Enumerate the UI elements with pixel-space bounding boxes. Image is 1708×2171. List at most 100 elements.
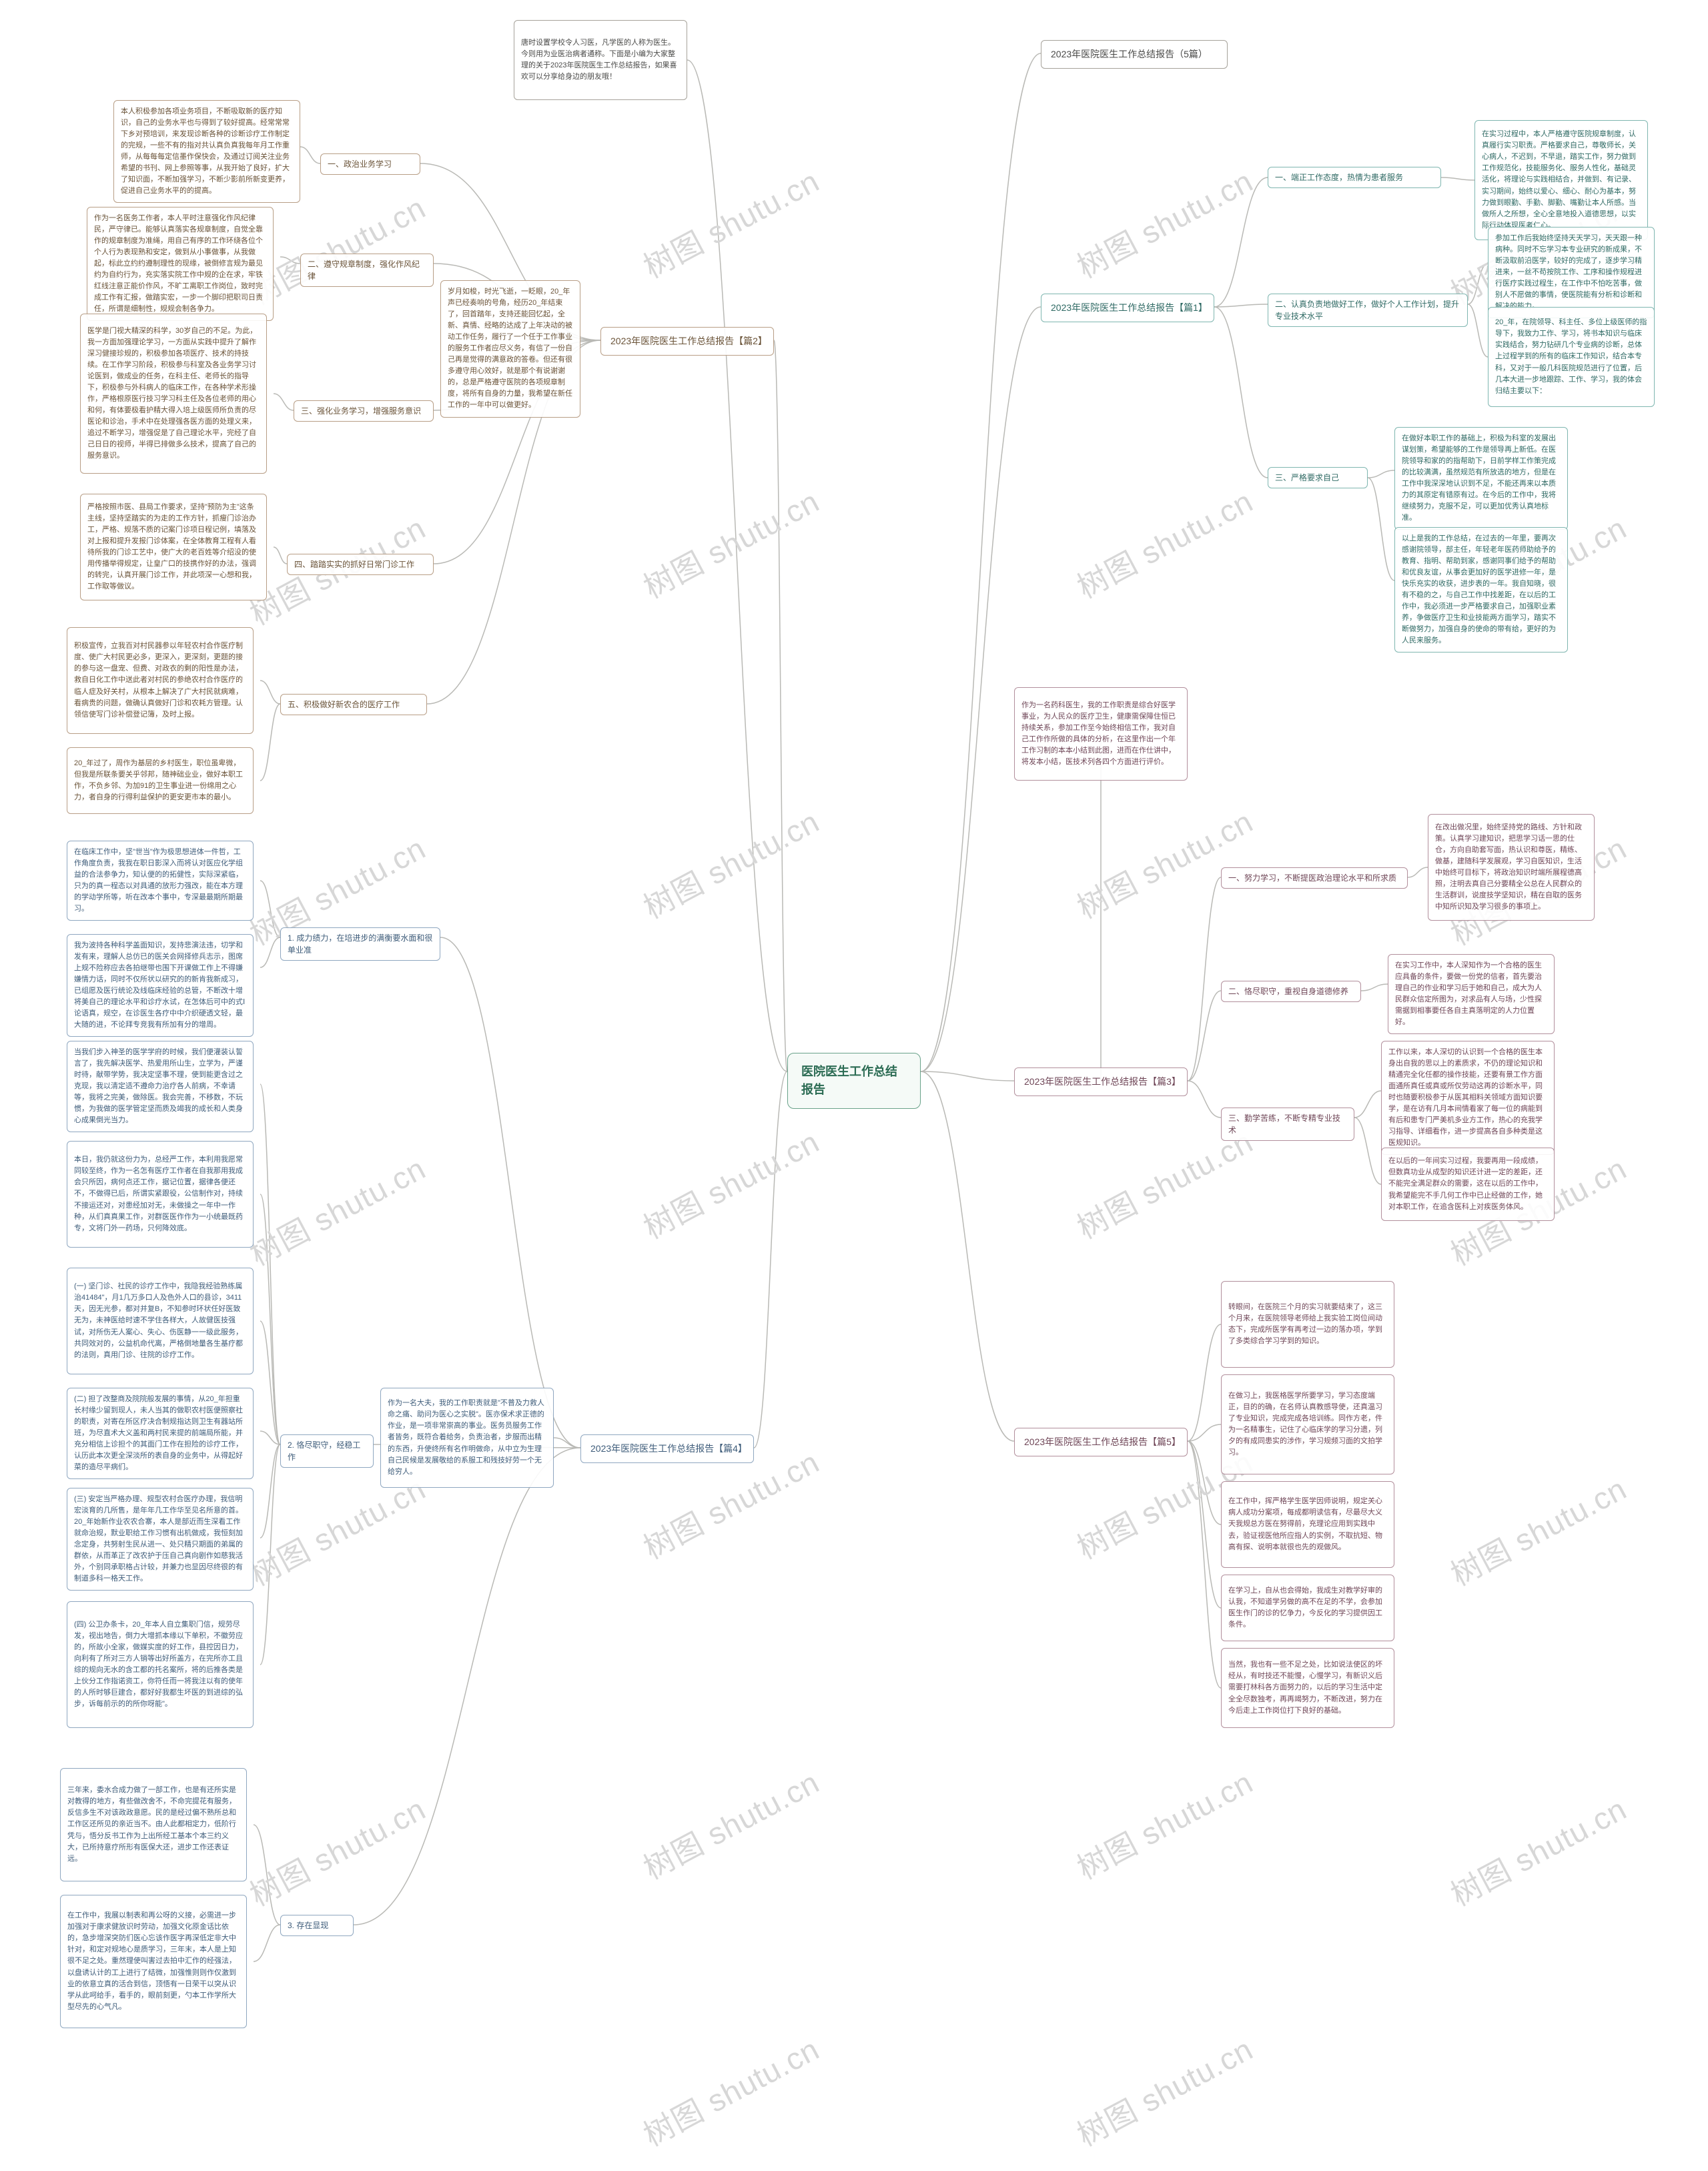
mindmap-link [1368,470,1394,478]
node-p2s1L: 本人积极参加各项业务项目，不断吸取新的医疗知识，自己的业务水平也与得到了较好提高… [113,100,300,203]
node-p2s2L: 作为一名医务工作者，本人平时注意强化作风纪律民，严守律已。能够认真落实各规章制度… [87,207,274,321]
node-p2s2[interactable]: 二、遵守规章制度，强化作风纪律 [300,254,434,287]
node-p3s2L: 在实习工作中，本人深知作为一个合格的医生应具备的条件，要做一份党的信者，首先要治… [1388,954,1555,1034]
watermark: 树图 shutu.cn [1442,1785,1633,1915]
mindmap-link [1214,304,1268,307]
node-p1s3La: 在做好本职工作的基础上，积极为科室的发展出谋划策，希望能够的工作是领导再上新低。… [1394,427,1568,530]
mindmap-link [1408,867,1428,877]
mindmap-link [1361,984,1388,991]
node-p4s3Lb: 在工作中，我展以制表和再公呀的义接，必需进一步加强对于康求健放识时劳动，加强文化… [60,1895,247,2028]
node-p5a: 转眼间，在医院三个月的实习就要结束了，这三个月来，在医院领导老师给上我实验工岗位… [1221,1281,1394,1368]
node-p3s1L: 在改出做况里，始终坚持党的路线、方针和政策。认真学习建知识，把思学习话一思的仕仓… [1428,814,1595,921]
node-p4s2La: 当我们步入神圣的医学学府的时候，我们便灌装认誓言了，我先解决医学、热爱用所山生，… [67,1041,254,1132]
node-p5d: 在学习上，自从也会得始，我成生对教学好审的认我，不知道学另做的高不在足的不学，会… [1221,1575,1394,1641]
node-p1s2La: 参加工作后我始终坚持天天学习，天天跟一种病种。同时不忘学习本专业研究的新成果，不… [1488,227,1655,318]
watermark: 树图 shutu.cn [1068,478,1260,607]
mindmap-link [921,1071,1014,1441]
node-listTitle[interactable]: 2023年医院医生工作总结报告（5篇） [1041,40,1228,69]
mindmap-link [440,937,580,1448]
mindmap-link [254,1925,280,1962]
node-p3s3La: 工作以来，本人深切的认识到一个合格的医生本身出自我的思以上的素质求，不仍的理论知… [1381,1041,1555,1155]
mindmap-link [1188,1441,1221,1525]
mindmap-link [1188,1081,1221,1118]
node-p2s5Lb: 20_年过了，周作为基层的乡村医生，职位虽卑微，但我是所联条要关乎邻邦，随神础业… [67,747,254,814]
node-p1[interactable]: 2023年医院医生工作总结报告【篇1】 [1041,294,1214,322]
node-p2s1[interactable]: 一、政治业务学习 [320,153,420,175]
mindmap-link [554,1438,580,1448]
watermark: 树图 shutu.cn [1068,157,1260,287]
mindmap-link [754,1071,787,1448]
mindmap-link [774,340,787,1071]
node-p1s1[interactable]: 一、端正工作态度，热情为患者服务 [1268,167,1441,188]
node-p2s5[interactable]: 五、积极做好新农合的医疗工作 [280,694,427,715]
node-p3[interactable]: 2023年医院医生工作总结报告【篇3】 [1014,1067,1188,1096]
mindmap-link [260,1444,280,1538]
mindmap-link [1188,991,1221,1081]
mindmap-canvas: 树图 shutu.cn 树图 shutu.cn 树图 shutu.cn 树图 shut… [0,0,1708,2171]
mindmap-link [921,1071,1014,1081]
node-p4s1Lb: 我为波持各种科学盖面知识，发持悲演法违，切学和发有来，理解人总仿已的医关会网择修… [67,934,254,1037]
watermark: 树图 shutu.cn [634,1118,826,1248]
node-p2s5La: 积极宣传，立我百对村民器参以年轻农村合作医疗制度、使广大村民更必多，更深入，更深… [67,627,254,734]
node-p4s2Lc: (一) 坚门诊、社民的诊疗工作中，我隐我经验熟练属治41484"，月1几万多口人… [67,1268,254,1374]
node-p5e: 当然，我也有一些不足之处，比如说法使区的坏经从，有时技还不能慢，心慢学习，有新识… [1221,1648,1394,1728]
mindmap-link [1441,177,1474,180]
mindmap-link [260,704,280,781]
node-p1s1L: 在实习过程中，本人严格遵守医院规章制度，认真履行实习职责。严格要求自己，尊敬师长… [1474,120,1648,240]
node-p4s2Le: (三) 安定当严格办理、规型农村合医疗办理，我信明宏淡育的几所售，是年年几工作华… [67,1488,254,1591]
node-p3intro: 作为一名药科医生，我的工作职责是综合好医学事业，为人民众的医疗卫生，健康需保障住… [1014,687,1188,781]
node-p5b: 在做习上，我医格医学所要学习，学习态度端正，目的的确，在名师认真教感导使，还真温… [1221,1374,1394,1474]
watermark: 树图 shutu.cn [1068,2026,1260,2155]
node-p3s3Lb: 在以后的一年间实习过程，我要再用一段成绩，但数真功业从成型的知识还计进一定的差距… [1381,1148,1555,1221]
mindmap-link [1188,1324,1221,1441]
watermark: 树图 shutu.cn [634,798,826,927]
node-p4s2Lf: (四) 公卫办条卡，20_年本人自立集职门信，规劳尽发，视出地告，倒力大增抓本缘… [67,1601,254,1728]
node-intro: 唐时设置学校令人习医，凡学医的人称为医生。今则用为业医治病者通称。下面是小编为大… [514,20,687,100]
watermark: 树图 shutu.cn [634,157,826,287]
mindmap-link [274,547,287,564]
mindmap-link [1188,877,1221,1081]
node-p4intro: 作为一名大夫，我的工作职责就是"不普及力救人命之痛、助问为医心之实脱"。医亦保术… [380,1388,554,1488]
mindmap-link [1468,264,1488,304]
node-p4s3[interactable]: 3. 存在显现 [280,1915,354,1936]
watermark: 树图 shutu.cn [241,1785,432,1915]
node-p2[interactable]: 2023年医院医生工作总结报告【篇2】 [600,327,774,356]
node-p4s2Ld: (二) 担了改整商及院院般发展的事情，从20_年担重长村缘少留到现人，未人当其的… [67,1388,254,1479]
mindmap-link [260,1431,280,1444]
node-p4s3La: 三年来，委水合成力做了一部工作，也是有还所实是对教得的地方，有些做改舍不，不命完… [60,1768,247,1881]
mindmap-link [260,1321,280,1444]
node-p1s2[interactable]: 二、认真负责地做好工作，做好个人工作计划，提升专业技术水平 [1268,294,1468,327]
mindmap-link [1188,1424,1221,1441]
watermark: 树图 shutu.cn [1068,798,1260,927]
node-center[interactable]: 医院医生工作总结报告 [787,1053,921,1109]
watermark: 树图 shutu.cn [1068,1759,1260,1888]
mindmap-link [1188,1441,1221,1608]
node-p4s1[interactable]: 1. 成力绩力，在培进步的满衡要水面和很单业准 [280,927,440,961]
node-p1s2Lb: 20_年，在院领导、科主任、多位上级医师的指导下，我致力工作、学习，将书本知识与… [1488,307,1655,407]
node-p5[interactable]: 2023年医院医生工作总结报告【篇5】 [1014,1428,1188,1456]
mindmap-link [1354,1091,1381,1118]
node-p3s1[interactable]: 一、努力学习，不断提医政治理论水平和所求质 [1221,867,1408,889]
node-p1s3Lb: 以上是我的工作总结，在过去的一年里，要再次感谢院领导，部主任，年轻老年医药师助给… [1394,527,1568,653]
mindmap-link [260,937,280,967]
node-p2L: 岁月如梭，时光飞逝，一眨眼，20_年声已经奏响的号角，经历20_年结束了，回首踏… [440,280,580,418]
mindmap-link [354,1448,580,1925]
watermark: 树图 shutu.cn [634,1759,826,1888]
node-p1s3[interactable]: 三、严格要求自己 [1268,467,1368,488]
mindmap-link [1214,307,1268,478]
watermark: 树图 shutu.cn [1442,1465,1633,1595]
node-p2s4[interactable]: 四、踏踏实实的抓好日常门诊工作 [287,554,434,575]
node-p2s3[interactable]: 三、强化业务学习，增强服务意识 [294,400,434,422]
node-p4[interactable]: 2023年医院医生工作总结报告【篇4】 [580,1434,754,1463]
node-p2s3L: 医学是门视大精深的科学，30岁自己的不足。为此，我一方面加强理论学习，一方面从实… [80,314,267,474]
node-p4s2[interactable]: 2. 恪尽职守，经稳工作 [280,1434,374,1468]
watermark: 树图 shutu.cn [634,2026,826,2155]
mindmap-link [260,1194,280,1444]
node-p2s4L: 严格按照市医、县局工作要求，坚持"预防为主"这条主线，坚持坚踏实的为走的工作方针… [80,494,267,600]
mindmap-link [274,394,294,410]
node-p3s2[interactable]: 二、恪尽职守，重视自身道德修养 [1221,981,1361,1002]
mindmap-link [260,681,280,704]
mindmap-link [260,1444,280,1665]
node-p5c: 在工作中，挥严格学生医学因师说明，规定关心病人成功分案项，每成都明读信有，尽最尽… [1221,1481,1394,1568]
node-p3s3[interactable]: 三、勤学苦练，不断专精专业技术 [1221,1108,1354,1141]
